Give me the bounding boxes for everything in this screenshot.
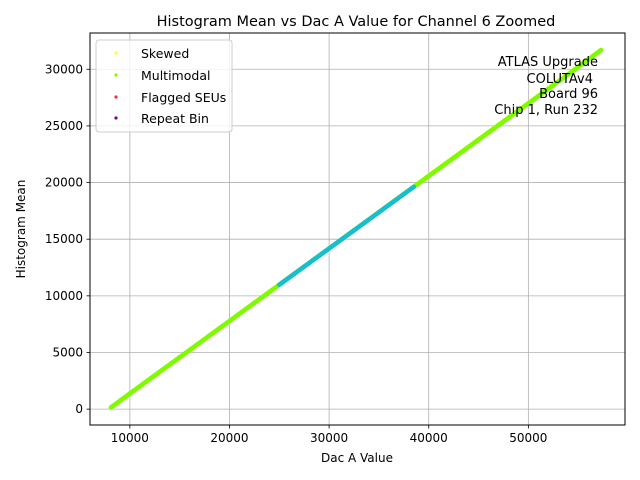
y-tick-label: 25000: [45, 119, 83, 133]
legend-label-multimodal: Multimodal: [141, 68, 210, 83]
x-axis-ticks: 10000 20000 30000 40000 50000: [111, 425, 547, 445]
legend-marker-repeat-bin: [114, 116, 118, 120]
legend-label-skewed: Skewed: [141, 46, 189, 61]
x-axis-label: Dac A Value: [321, 451, 393, 465]
chart-title: Histogram Mean vs Dac A Value for Channe…: [157, 14, 556, 30]
data-points: [108, 47, 604, 410]
x-tick-label: 10000: [111, 431, 149, 445]
legend-label-repeat-bin: Repeat Bin: [141, 111, 209, 126]
annotation-line-1: ATLAS Upgrade: [498, 55, 598, 70]
data-point: [411, 184, 417, 190]
y-tick-label: 5000: [52, 345, 83, 359]
y-tick-label: 0: [75, 402, 83, 416]
data-point: [598, 47, 604, 53]
x-tick-label: 30000: [310, 431, 348, 445]
x-tick-label: 50000: [509, 431, 547, 445]
legend-frame: [95, 39, 233, 133]
y-axis-label: Histogram Mean: [14, 180, 28, 279]
legend: Skewed Multimodal Flagged SEUs Repeat Bi…: [95, 39, 233, 133]
y-tick-label: 15000: [45, 232, 83, 246]
plot-frame: [89, 32, 626, 426]
y-axis-ticks: 0 5000 10000 15000 20000 25000 30000: [45, 62, 90, 416]
annotation-line-2: COLUTAv4: [527, 72, 593, 87]
legend-marker-multimodal: [114, 73, 118, 77]
legend-marker-skewed: [114, 51, 118, 55]
grid-lines: [90, 33, 625, 425]
series-unlabeled: [276, 184, 417, 288]
legend-label-flagged-seus: Flagged SEUs: [141, 90, 226, 105]
y-tick-label: 20000: [45, 176, 83, 190]
legend-marker-flagged-seus: [114, 95, 118, 99]
annotation-box: ATLAS Upgrade COLUTAv4 Board 96 Chip 1, …: [494, 55, 598, 118]
x-tick-label: 20000: [210, 431, 248, 445]
annotation-line-4: Chip 1, Run 232: [494, 103, 598, 118]
x-tick-label: 40000: [410, 431, 448, 445]
annotation-line-3: Board 96: [539, 87, 598, 102]
y-tick-label: 30000: [45, 62, 83, 76]
y-tick-label: 10000: [45, 289, 83, 303]
